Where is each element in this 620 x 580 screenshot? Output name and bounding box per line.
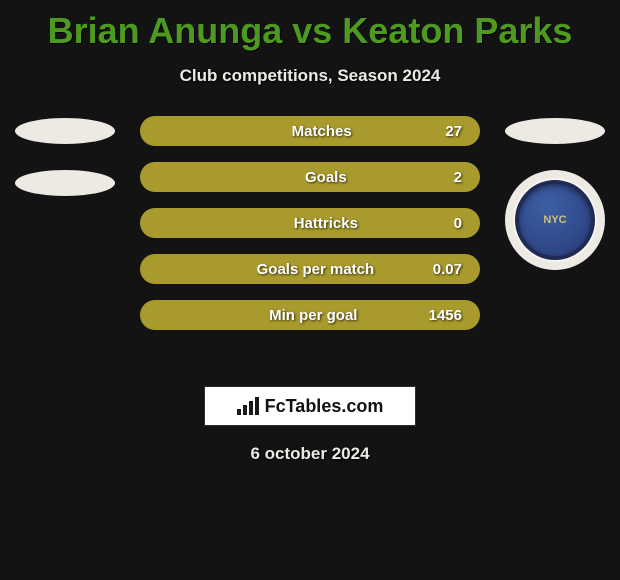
snapshot-date: 6 october 2024 bbox=[0, 444, 620, 464]
left-club-logo-placeholder bbox=[15, 170, 115, 196]
stat-value: 2 bbox=[454, 169, 462, 186]
page-subtitle: Club competitions, Season 2024 bbox=[0, 66, 620, 86]
right-player-photo-placeholder bbox=[505, 118, 605, 144]
stat-value: 0.07 bbox=[433, 261, 462, 278]
site-name: FcTables.com bbox=[265, 396, 384, 417]
left-player-column bbox=[10, 116, 120, 222]
stat-value: 1456 bbox=[429, 307, 462, 324]
stat-label: Hattricks bbox=[158, 215, 454, 232]
stat-label: Min per goal bbox=[158, 307, 429, 324]
left-player-photo-placeholder bbox=[15, 118, 115, 144]
stat-label: Goals bbox=[158, 169, 454, 186]
stat-bar-mpg: Min per goal 1456 bbox=[140, 300, 480, 330]
comparison-panel: Matches 27 Goals 2 Hattricks 0 Goals per… bbox=[0, 116, 620, 376]
right-club-logo: NYC bbox=[505, 170, 605, 270]
stat-label: Goals per match bbox=[158, 261, 433, 278]
bar-chart-icon bbox=[237, 397, 259, 415]
page-title: Brian Anunga vs Keaton Parks bbox=[0, 0, 620, 52]
site-attribution[interactable]: FcTables.com bbox=[204, 386, 416, 426]
stat-value: 0 bbox=[454, 215, 462, 232]
nycfc-crest-icon: NYC bbox=[515, 180, 595, 260]
stat-bars: Matches 27 Goals 2 Hattricks 0 Goals per… bbox=[140, 116, 480, 346]
stat-label: Matches bbox=[158, 123, 445, 140]
stat-value: 27 bbox=[445, 123, 462, 140]
right-player-column: NYC bbox=[500, 116, 610, 270]
stat-bar-matches: Matches 27 bbox=[140, 116, 480, 146]
stat-bar-gpm: Goals per match 0.07 bbox=[140, 254, 480, 284]
stat-bar-hattricks: Hattricks 0 bbox=[140, 208, 480, 238]
stat-bar-goals: Goals 2 bbox=[140, 162, 480, 192]
